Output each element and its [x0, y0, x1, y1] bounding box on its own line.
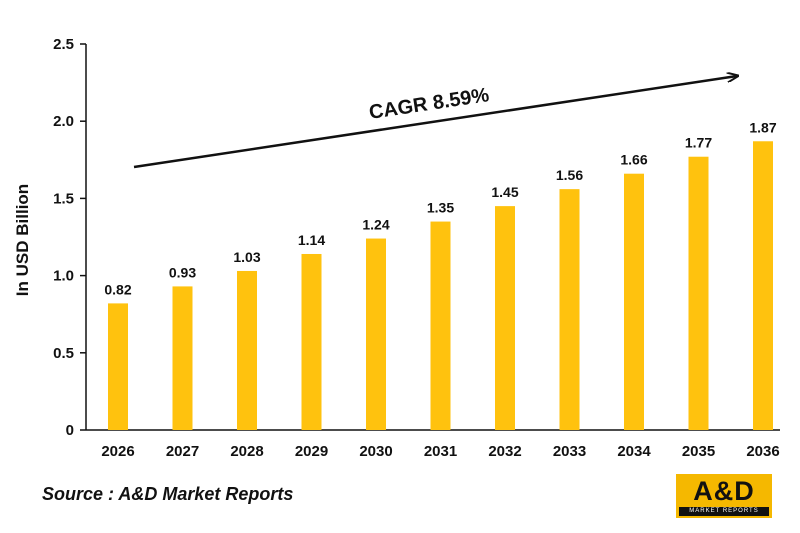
x-tick-label-2026: 2026 — [101, 443, 134, 460]
x-tick-label-2028: 2028 — [230, 443, 263, 460]
logo-sub-text: MARKET REPORTS — [679, 507, 769, 516]
bars — [108, 141, 773, 431]
x-tick-label-2033: 2033 — [553, 443, 586, 460]
bar-2029 — [301, 253, 322, 430]
y-tick-label: 1.0 — [53, 268, 74, 285]
x-tick-label-2030: 2030 — [359, 443, 392, 460]
x-ticks: 2026 2027 2028 2029 2030 2031 2032 2033 2034 2035… — [101, 443, 779, 460]
y-tick-label: 2.0 — [53, 113, 74, 130]
bar-2033 — [559, 189, 580, 430]
cagr-label: CAGR 8.59% — [368, 84, 491, 124]
y-axis-label: In USD Billion — [13, 184, 32, 296]
data-label-2027: 0.93 — [169, 264, 196, 280]
data-label-2035: 1.77 — [685, 135, 712, 151]
y-tick-label: 2.5 — [53, 36, 74, 53]
source-note: Source : A&D Market Reports — [42, 484, 294, 504]
bar-2035 — [688, 156, 709, 430]
bar-2028 — [237, 270, 257, 430]
cagr-arrow — [133, 76, 737, 169]
data-label-2030: 1.24 — [362, 217, 389, 233]
bar-2027 — [172, 286, 193, 430]
data-label-2036: 1.87 — [749, 119, 776, 135]
bar-2031 — [430, 221, 451, 430]
x-tick-label-2029: 2029 — [295, 443, 328, 460]
data-labels: 0.82 0.93 1.03 1.14 1.24 1.35 1.45 1.56 1.66 1.77… — [104, 119, 776, 297]
data-label-2029: 1.14 — [298, 232, 325, 248]
x-tick-label-2035: 2035 — [682, 443, 715, 460]
y-tick-label: 1.5 — [53, 190, 74, 207]
x-tick-label-2034: 2034 — [617, 443, 651, 460]
ad-logo: A&D MARKET REPORTS — [676, 474, 772, 518]
bar-2034 — [624, 173, 644, 431]
x-tick-label-2036: 2036 — [746, 443, 779, 460]
x-tick-label-2027: 2027 — [166, 443, 199, 460]
logo-main-text: A&D — [693, 476, 755, 506]
y-tick-label: 0 — [66, 422, 74, 439]
y-tick-label: 0.5 — [53, 345, 74, 362]
bar-2030 — [366, 238, 386, 430]
data-label-2031: 1.35 — [427, 200, 454, 216]
x-tick-label-2031: 2031 — [424, 443, 457, 460]
bar-2032 — [495, 206, 515, 430]
bar-2036 — [753, 141, 773, 430]
data-label-2026: 0.82 — [104, 281, 131, 297]
bar-2026 — [108, 303, 128, 430]
data-label-2032: 1.45 — [491, 184, 518, 200]
data-label-2028: 1.03 — [233, 249, 260, 265]
x-tick-label-2032: 2032 — [488, 443, 521, 460]
data-label-2034: 1.66 — [620, 152, 647, 168]
data-label-2033: 1.56 — [556, 167, 583, 183]
y-ticks: 0 0.5 1.0 1.5 2.0 2.5 — [53, 36, 86, 439]
bar-chart: In USD Billion 0 0.5 1.0 1.5 2.0 2.5 2026 2027… — [13, 36, 780, 460]
